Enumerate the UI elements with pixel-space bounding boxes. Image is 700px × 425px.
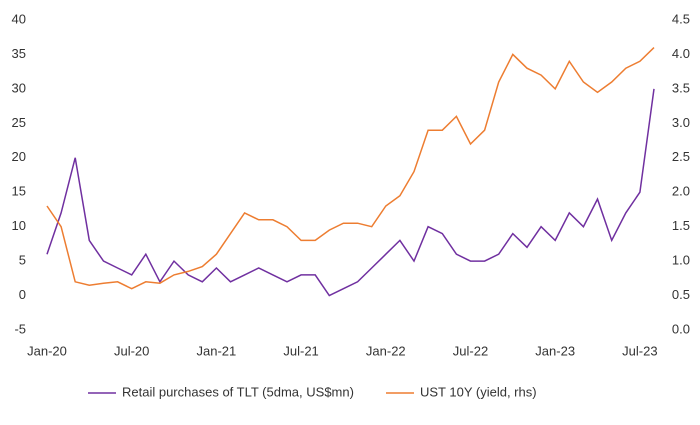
y-tick-label: 30 <box>12 80 26 95</box>
legend-label: Retail purchases of TLT (5dma, US$mn) <box>122 384 354 399</box>
x-tick-label: Jul-22 <box>453 343 488 358</box>
y2-tick-label: 4.5 <box>672 11 690 26</box>
y-tick-label: 35 <box>12 46 26 61</box>
legend-label: UST 10Y (yield, rhs) <box>420 384 537 399</box>
x-tick-label: Jan-21 <box>197 343 237 358</box>
y2-tick-label: 3.0 <box>672 115 690 130</box>
y2-tick-label: 0.0 <box>672 321 690 336</box>
y-tick-label: 25 <box>12 115 26 130</box>
y2-tick-label: 2.5 <box>672 149 690 164</box>
y-tick-label: -5 <box>14 321 26 336</box>
x-tick-label: Jul-20 <box>114 343 149 358</box>
y2-tick-label: 2.0 <box>672 184 690 199</box>
y2-tick-label: 3.5 <box>672 80 690 95</box>
y2-tick-label: 1.5 <box>672 218 690 233</box>
y-tick-label: 20 <box>12 149 26 164</box>
x-tick-label: Jan-22 <box>366 343 406 358</box>
x-tick-label: Jul-23 <box>622 343 657 358</box>
x-tick-label: Jul-21 <box>283 343 318 358</box>
series-line <box>46 88 655 297</box>
x-tick-label: Jan-23 <box>535 343 575 358</box>
y-tick-label: 5 <box>19 253 26 268</box>
y2-tick-label: 4.0 <box>672 46 690 61</box>
y-tick-label: 15 <box>12 184 26 199</box>
y2-tick-label: 0.5 <box>672 287 690 302</box>
y2-tick-label: 1.0 <box>672 253 690 268</box>
x-tick-label: Jan-20 <box>27 343 67 358</box>
y-tick-label: 0 <box>19 287 26 302</box>
y-tick-label: 10 <box>12 218 26 233</box>
series-line <box>46 47 655 290</box>
y-tick-label: 40 <box>12 11 26 26</box>
